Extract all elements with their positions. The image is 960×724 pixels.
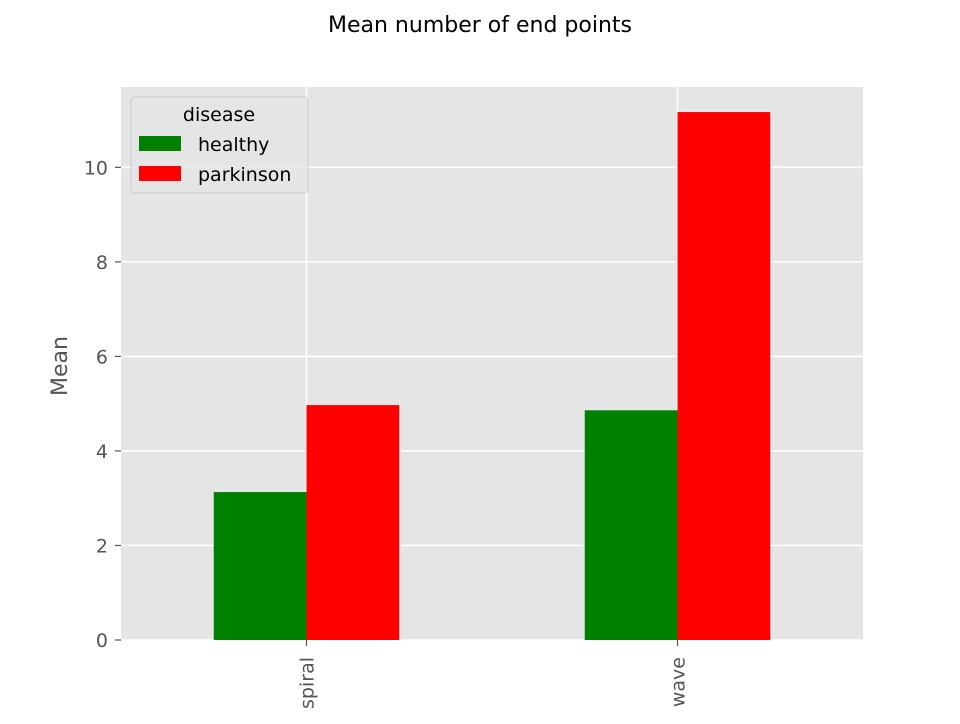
y-axis-label: Mean	[48, 336, 73, 396]
bar-parkinson-wave	[677, 112, 771, 641]
legend: disease healthy parkinson	[130, 96, 309, 194]
bar-healthy-wave	[584, 410, 678, 640]
legend-items: healthy parkinson	[139, 134, 291, 186]
y-tick-label: 8	[96, 252, 108, 274]
legend-title: disease	[183, 104, 255, 126]
y-tick-label: 6	[96, 346, 108, 368]
y-tick-label: 2	[96, 535, 108, 557]
legend-swatch-parkinson	[139, 166, 181, 181]
y-tick-label: 4	[96, 441, 108, 463]
x-tick-label: spiral	[297, 657, 319, 709]
bar-parkinson-spiral	[306, 405, 400, 640]
y-axis: 0 2 4 6 8 10	[84, 157, 121, 652]
chart-title: Mean number of end points	[328, 13, 632, 38]
x-tick-label: wave	[668, 657, 690, 707]
legend-swatch-healthy	[139, 136, 181, 151]
x-axis: spiral wave	[297, 640, 690, 709]
y-tick-label: 10	[84, 157, 108, 179]
bars	[213, 112, 771, 641]
bar-healthy-spiral	[213, 492, 307, 640]
legend-label-healthy: healthy	[198, 134, 269, 156]
legend-label-parkinson: parkinson	[198, 164, 291, 186]
y-tick-label: 0	[96, 630, 108, 652]
